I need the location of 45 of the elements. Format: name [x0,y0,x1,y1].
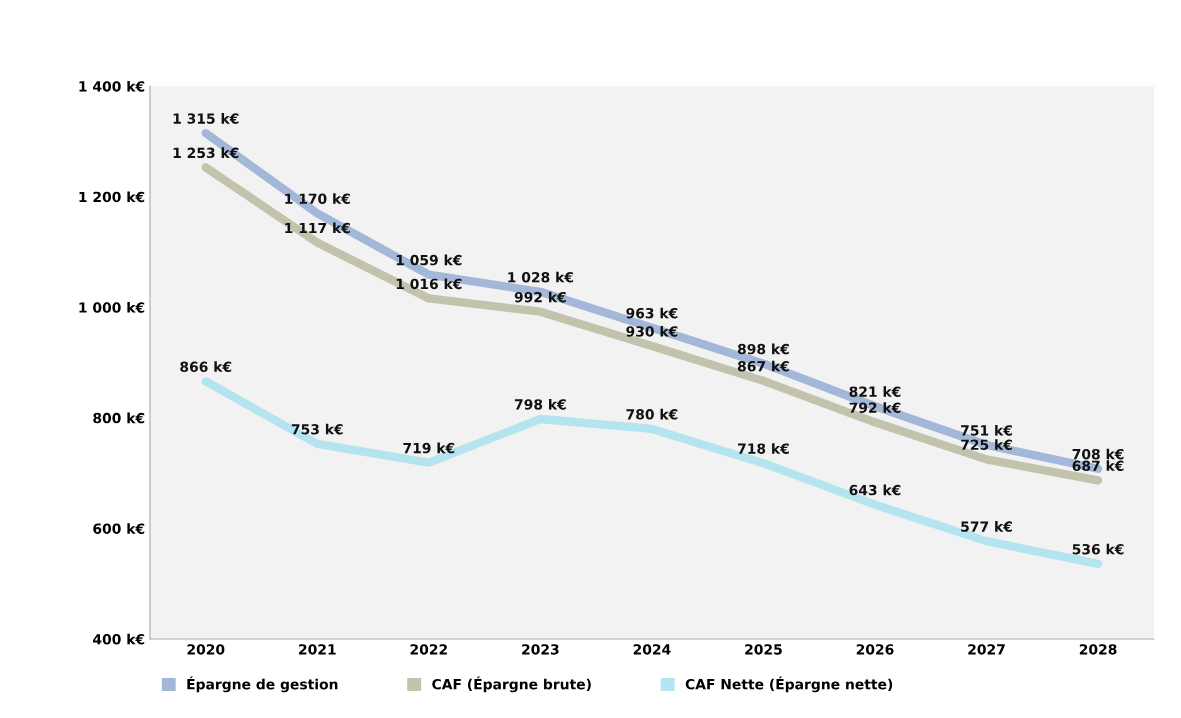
y-tick-label: 1 200 k€ [79,191,145,203]
data-label: 963 k€ [626,307,678,319]
data-label: 725 k€ [961,439,1012,451]
y-tick-label: 1 400 k€ [79,80,145,92]
data-label: 867 k€ [737,360,789,372]
data-label: 708 k€ [1072,448,1124,460]
data-label: 536 k€ [1072,543,1124,555]
data-label: 687 k€ [1072,460,1124,472]
x-tick-label: 2021 [299,644,336,655]
data-label: 719 k€ [403,442,455,454]
data-label: 1 059 k€ [396,254,462,266]
data-label: 1 117 k€ [285,222,350,234]
data-label: 577 k€ [961,521,1012,532]
data-label: 866 k€ [180,361,232,373]
x-tick-label: 2020 [187,644,225,655]
legend-label: CAF (Épargne brute) [432,676,591,693]
data-label: 1 028 k€ [508,271,574,283]
data-label: 898 k€ [737,343,789,355]
data-label: 643 k€ [849,484,901,496]
data-label: 751 k€ [961,424,1012,436]
x-tick-label: 2025 [745,644,782,655]
data-label: 992 k€ [514,291,566,303]
data-label: 930 k€ [626,325,678,337]
x-tick-label: 2024 [633,644,671,655]
data-label: 798 k€ [514,398,566,410]
x-tick-label: 2026 [856,644,894,655]
legend-label: Épargne de gestion [187,676,338,693]
y-tick-label: 400 k€ [93,633,145,645]
data-label: 1 315 k€ [173,113,239,124]
y-tick-label: 1 000 k€ [79,302,145,313]
y-tick-label: 800 k€ [93,412,145,424]
x-tick-label: 2027 [968,644,1005,655]
data-label: 753 k€ [291,423,343,435]
data-label: 1 253 k€ [173,147,239,159]
data-label: 821 k€ [849,386,901,397]
data-label: 1 016 k€ [396,278,462,290]
data-label: 780 k€ [626,408,678,420]
legend-label: CAF Nette (Épargne nette) [685,676,893,693]
data-label: 1 170 k€ [285,193,350,204]
data-label: 718 k€ [738,443,789,454]
x-tick-label: 2023 [522,644,559,655]
x-tick-label: 2028 [1079,644,1117,655]
data-label: 792 k€ [849,402,901,413]
y-tick-label: 600 k€ [93,523,145,534]
x-tick-label: 2022 [410,644,447,655]
